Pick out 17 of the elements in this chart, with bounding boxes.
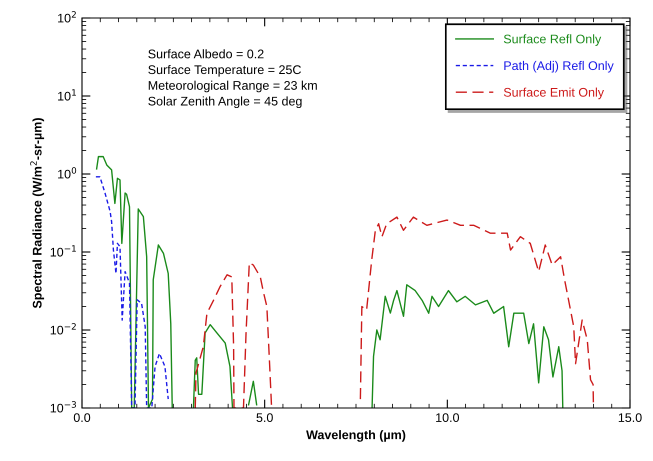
legend-label: Surface Refl Only <box>504 34 602 46</box>
x-tick-label: 10.0 <box>436 413 460 422</box>
line-series <box>95 176 169 408</box>
y-tick-label: 10$^{−1}$ <box>50 245 76 257</box>
y-tick-label: 10$^{2}$ <box>58 11 76 23</box>
x-tick-label: 15.0 <box>618 413 642 422</box>
legend-label: Path (Adj) Refl Only <box>504 60 614 73</box>
x-axis-title: Wavelength (µm) <box>306 430 406 442</box>
x-tick-label: 0.0 <box>74 413 90 422</box>
y-tick-label: 10$^{−3}$ <box>50 401 76 413</box>
x-tick-label: 5.0 <box>256 413 273 422</box>
y-tick-label: 10$^{−2}$ <box>50 323 76 335</box>
annotation: Surface Albedo = 0.2 Surface Temperature = 25C Meteorological Range = 23 km Solar Zenith Angle = 45 deg <box>148 49 317 108</box>
y-axis-title: Spectral Radiance (W/m$^{2}$-sr-µm) <box>30 118 44 308</box>
legend-label: Surface Emit Only <box>504 88 604 100</box>
y-tick-label: 10$^{0}$ <box>58 167 76 179</box>
y-tick-label: 10$^{1}$ <box>58 89 76 101</box>
